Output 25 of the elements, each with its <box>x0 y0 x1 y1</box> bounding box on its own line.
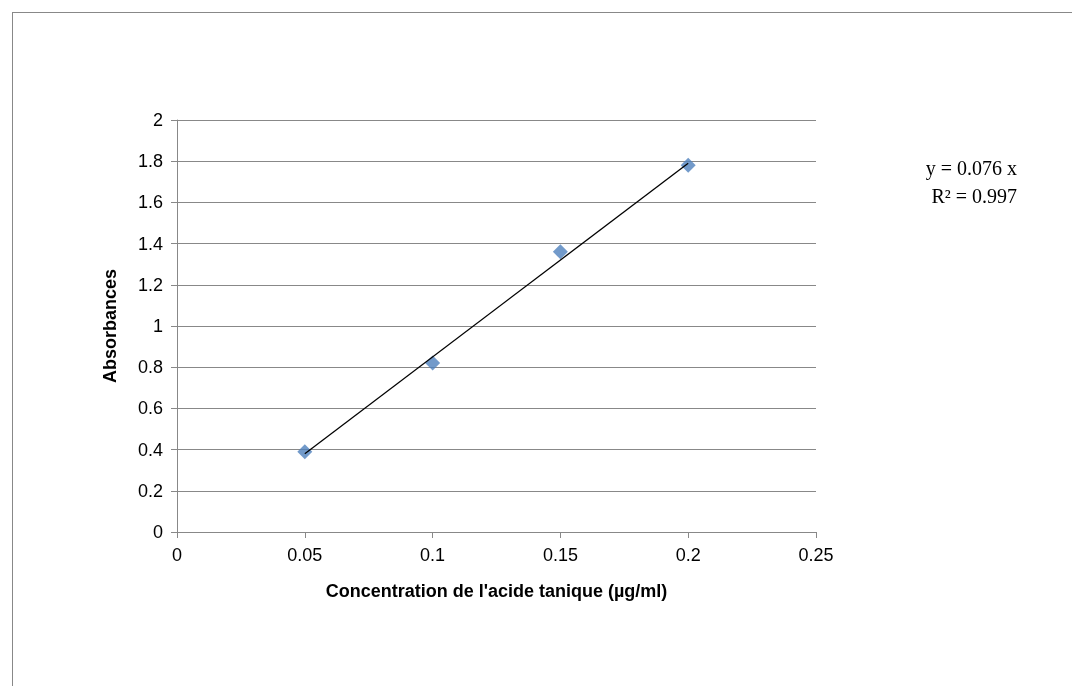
y-tick-label: 0.6 <box>137 398 163 419</box>
x-tick-label: 0 <box>171 545 183 565</box>
x-axis-title: Concentration de l'acide tanique (µg/ml) <box>325 581 668 601</box>
text: y = 0.076 x <box>925 157 1017 180</box>
y-tick-label: 0.8 <box>137 357 163 378</box>
x-tick-label: 0.25 <box>798 545 834 565</box>
x-tick-label: 0.2 <box>675 545 701 565</box>
point <box>297 444 313 460</box>
y-tick-label: 1.8 <box>137 151 163 172</box>
text: R² = 0.997 <box>931 185 1018 207</box>
y-tick-label: 0 <box>152 522 163 542</box>
point <box>552 244 568 260</box>
x-tick-label: 0.1 <box>420 545 446 565</box>
y-tick-label: 0.2 <box>137 480 163 501</box>
y-tick-label: 1.2 <box>137 274 163 295</box>
y-tick-label: 1.6 <box>137 192 163 213</box>
y-tick-label: 2 <box>152 110 163 130</box>
point <box>680 157 696 173</box>
y-tick-label: 1.4 <box>137 233 163 254</box>
x-tick-label: 0.05 <box>287 545 323 565</box>
x-tick-label: 0.15 <box>542 545 578 565</box>
point <box>425 355 441 371</box>
y-tick-label: 0.4 <box>137 439 163 460</box>
y-tick-label: 1 <box>152 316 163 336</box>
y-axis-title: Absorbances <box>100 268 120 384</box>
